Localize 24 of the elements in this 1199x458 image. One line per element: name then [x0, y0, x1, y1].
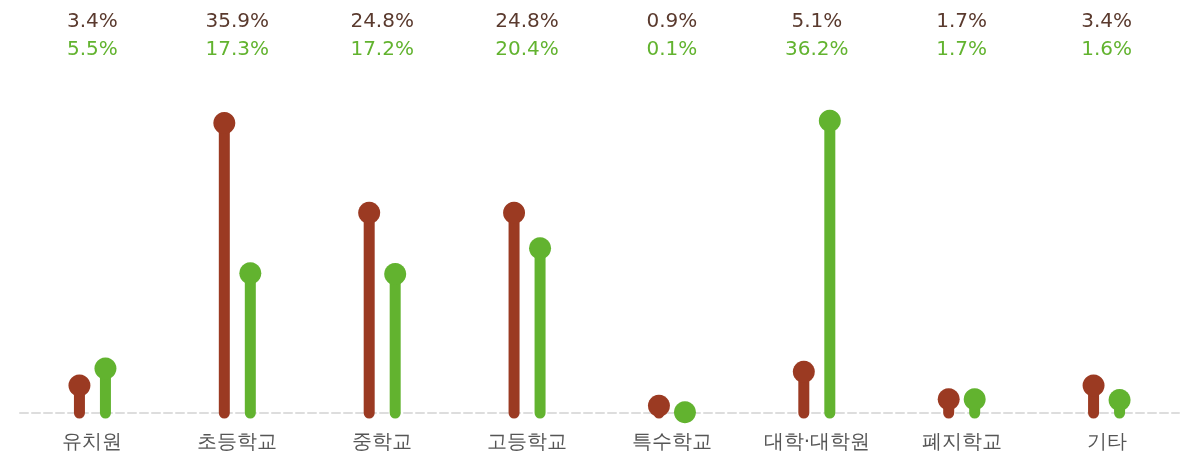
- x-tick-label: 특수학교: [631, 429, 712, 453]
- data-label: 5.1%: [791, 8, 843, 32]
- data-label: 1.7%: [936, 36, 988, 60]
- data-label: 3.4%: [1081, 8, 1132, 32]
- data-label: 0.1%: [646, 36, 698, 60]
- data-label: 17.2%: [350, 36, 414, 60]
- x-tick-label: 폐지학교: [921, 429, 1002, 453]
- data-label: 1.7%: [936, 8, 988, 32]
- data-label: 17.3%: [205, 36, 270, 60]
- data-label: 20.4%: [495, 36, 559, 60]
- x-tick-label: 유치원: [62, 429, 123, 453]
- x-tick-label: 대학·대학원: [763, 429, 870, 453]
- x-tick-label: 고등학교: [487, 429, 568, 453]
- data-label: 36.2%: [785, 36, 849, 60]
- data-label: 5.5%: [67, 36, 118, 60]
- data-label: 3.4%: [67, 8, 118, 32]
- data-label: 1.6%: [1081, 36, 1132, 60]
- x-tick-label: 중학교: [352, 429, 413, 453]
- data-label: 0.9%: [646, 8, 698, 32]
- x-tick-label: 기타: [1086, 429, 1127, 453]
- data-label: 24.8%: [495, 8, 559, 32]
- data-label: 24.8%: [350, 8, 414, 32]
- x-tick-label: 초등학교: [197, 429, 278, 453]
- data-label: 35.9%: [205, 8, 270, 32]
